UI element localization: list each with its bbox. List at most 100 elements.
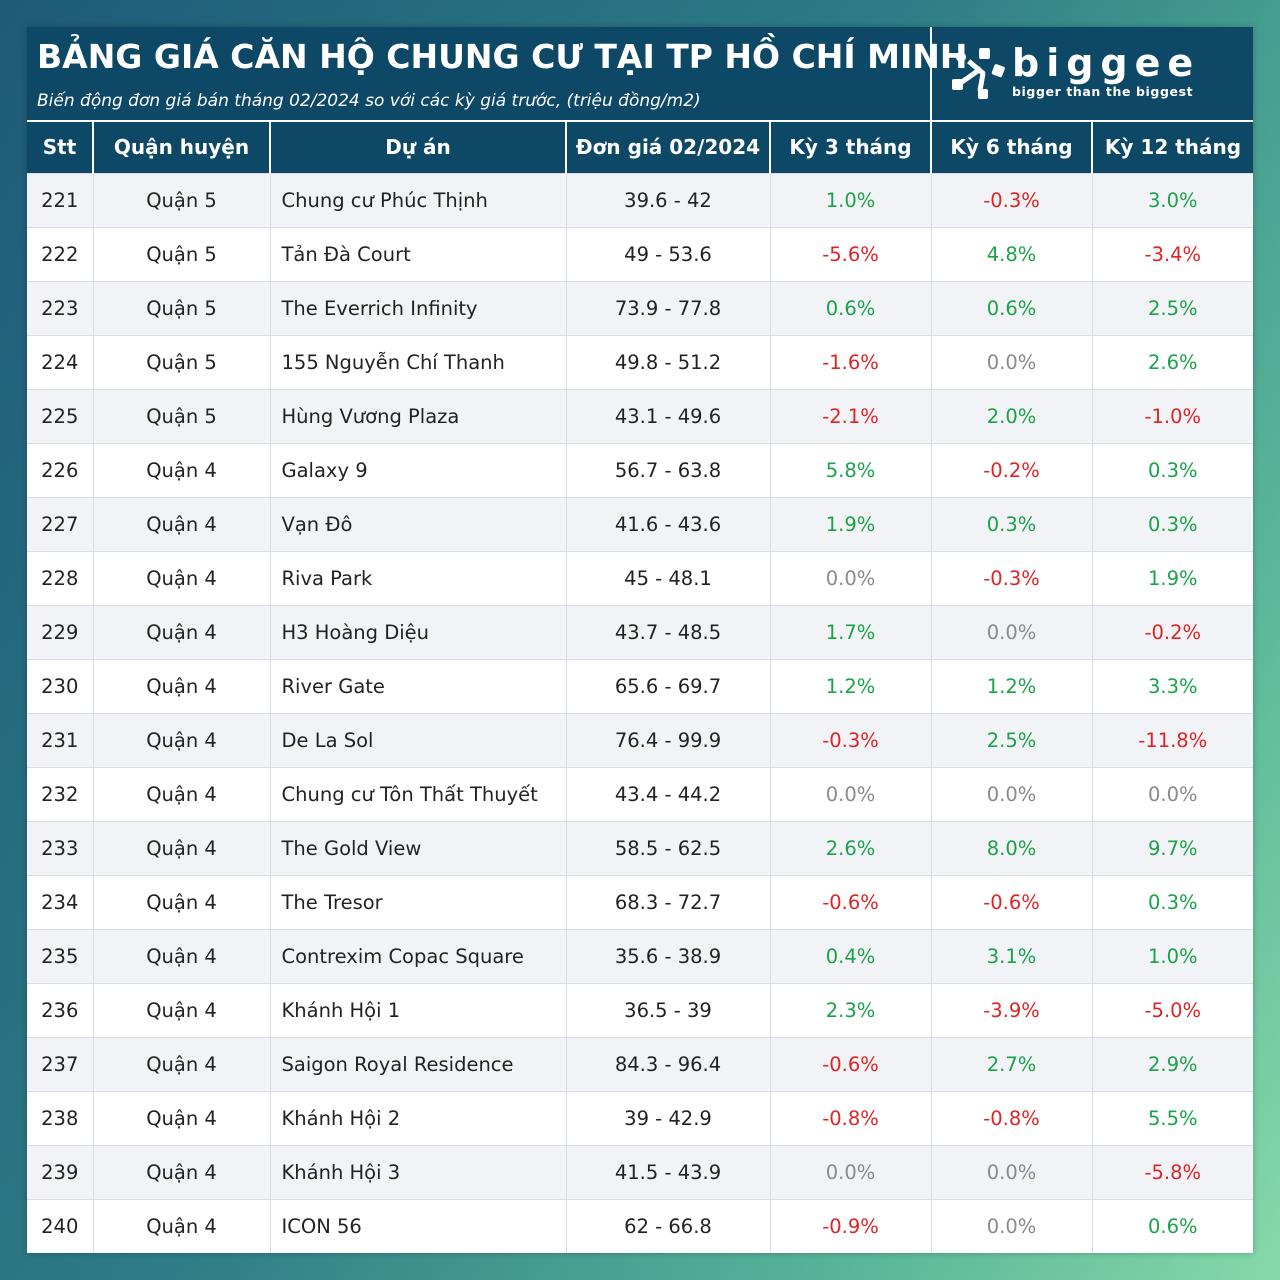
cell-change-12-month: 1.0% — [1091, 928, 1253, 983]
cell-change-12-month: 2.9% — [1091, 1036, 1253, 1091]
cell-stt: 223 — [27, 280, 93, 335]
cell-change-3-month: -0.9% — [769, 1198, 931, 1253]
cell-stt: 237 — [27, 1036, 93, 1091]
cell-district: Quận 4 — [92, 550, 270, 605]
cell-change-3-month: -0.6% — [769, 874, 931, 929]
brand-logo: biggee bigger than the biggest — [930, 27, 1253, 120]
cell-price: 49 - 53.6 — [565, 226, 770, 281]
cell-project: H3 Hoàng Diệu — [269, 604, 566, 659]
cell-change-3-month: 5.8% — [769, 442, 931, 497]
table-row: 238 Quận 4 Khánh Hội 2 39 - 42.9 -0.8% -0.8% 5… — [27, 1090, 1253, 1145]
column-header-6-month: Kỳ 6 tháng — [930, 120, 1092, 173]
cell-project: Galaxy 9 — [269, 442, 566, 497]
cell-project: The Everrich Infinity — [269, 280, 566, 335]
table-row: 228 Quận 4 Riva Park 45 - 48.1 0.0% -0.3% 1.9% — [27, 550, 1253, 605]
table-row: 232 Quận 4 Chung cư Tôn Thất Thuyết 43.4 - … — [27, 766, 1253, 821]
cell-change-6-month: 8.0% — [930, 820, 1092, 875]
column-header-12-month: Kỳ 12 tháng — [1091, 120, 1253, 173]
cell-stt: 222 — [27, 226, 93, 281]
table-row: 224 Quận 5 155 Nguyễn Chí Thanh 49.8 - 51.2… — [27, 334, 1253, 389]
cell-district: Quận 5 — [92, 280, 270, 335]
cell-change-12-month: 3.0% — [1091, 172, 1253, 227]
cell-project: Khánh Hội 2 — [269, 1090, 566, 1145]
cell-change-12-month: -5.0% — [1091, 982, 1253, 1037]
cell-change-3-month: 1.9% — [769, 496, 931, 551]
cell-district: Quận 4 — [92, 1036, 270, 1091]
cell-price: 35.6 - 38.9 — [565, 928, 770, 983]
cell-stt: 225 — [27, 388, 93, 443]
cell-price: 43.1 - 49.6 — [565, 388, 770, 443]
cell-project: The Tresor — [269, 874, 566, 929]
cell-project: Khánh Hội 3 — [269, 1144, 566, 1199]
cell-price: 62 - 66.8 — [565, 1198, 770, 1253]
cell-project: Chung cư Phúc Thịnh — [269, 172, 566, 227]
cell-price: 65.6 - 69.7 — [565, 658, 770, 713]
cell-project: Khánh Hội 1 — [269, 982, 566, 1037]
cell-price: 73.9 - 77.8 — [565, 280, 770, 335]
table-row: 235 Quận 4 Contrexim Copac Square 35.6 - 38… — [27, 928, 1253, 983]
table-row: 222 Quận 5 Tản Đà Court 49 - 53.6 -5.6% 4.8% -… — [27, 226, 1253, 281]
cell-district: Quận 5 — [92, 334, 270, 389]
cell-stt: 235 — [27, 928, 93, 983]
cell-change-6-month: -0.2% — [930, 442, 1092, 497]
cell-change-12-month: 0.3% — [1091, 874, 1253, 929]
cell-change-3-month: 0.0% — [769, 766, 931, 821]
cell-district: Quận 4 — [92, 604, 270, 659]
cell-stt: 233 — [27, 820, 93, 875]
cell-price: 39 - 42.9 — [565, 1090, 770, 1145]
cell-project: Tản Đà Court — [269, 226, 566, 281]
cell-change-6-month: 3.1% — [930, 928, 1092, 983]
table-row: 240 Quận 4 ICON 56 62 - 66.8 -0.9% 0.0% 0.6% — [27, 1198, 1253, 1253]
table-header-row: Stt Quận huyện Dự án Đơn giá 02/2024 Kỳ … — [27, 120, 1253, 173]
cell-project: Riva Park — [269, 550, 566, 605]
cell-change-3-month: -0.8% — [769, 1090, 931, 1145]
table-row: 234 Quận 4 The Tresor 68.3 - 72.7 -0.6% -0.6%… — [27, 874, 1253, 929]
cell-district: Quận 4 — [92, 928, 270, 983]
cell-change-6-month: -0.3% — [930, 172, 1092, 227]
cell-change-3-month: 2.6% — [769, 820, 931, 875]
cell-change-6-month: 2.7% — [930, 1036, 1092, 1091]
cell-district: Quận 5 — [92, 226, 270, 281]
cell-change-3-month: 0.6% — [769, 280, 931, 335]
cell-district: Quận 5 — [92, 172, 270, 227]
cell-price: 58.5 - 62.5 — [565, 820, 770, 875]
column-header-project: Dự án — [269, 120, 566, 173]
column-header-stt: Stt — [27, 120, 93, 173]
cell-price: 84.3 - 96.4 — [565, 1036, 770, 1091]
cell-district: Quận 4 — [92, 442, 270, 497]
cell-project: De La Sol — [269, 712, 566, 767]
cell-change-12-month: 0.3% — [1091, 496, 1253, 551]
logo-tagline: bigger than the biggest — [1012, 84, 1194, 99]
cell-change-6-month: 0.0% — [930, 1144, 1092, 1199]
cell-stt: 234 — [27, 874, 93, 929]
cell-change-6-month: -3.9% — [930, 982, 1092, 1037]
cell-change-12-month: 2.6% — [1091, 334, 1253, 389]
column-header-price: Đơn giá 02/2024 — [565, 120, 770, 173]
cell-change-3-month: -0.6% — [769, 1036, 931, 1091]
cell-project: Vạn Đô — [269, 496, 566, 551]
cell-change-12-month: 0.3% — [1091, 442, 1253, 497]
cell-change-3-month: 1.7% — [769, 604, 931, 659]
cell-stt: 224 — [27, 334, 93, 389]
cell-change-3-month: 0.4% — [769, 928, 931, 983]
cell-price: 39.6 - 42 — [565, 172, 770, 227]
table-body: 221 Quận 5 Chung cư Phúc Thịnh 39.6 - 42 1.0… — [27, 172, 1253, 1253]
cell-project: Chung cư Tôn Thất Thuyết — [269, 766, 566, 821]
header-banner: BẢNG GIÁ CĂN HỘ CHUNG CƯ TẠI TP HỒ CHÍ M… — [27, 27, 1253, 120]
price-table: Stt Quận huyện Dự án Đơn giá 02/2024 Kỳ … — [27, 120, 1253, 1253]
column-header-district: Quận huyện — [92, 120, 270, 173]
cell-price: 76.4 - 99.9 — [565, 712, 770, 767]
cell-stt: 240 — [27, 1198, 93, 1253]
cell-district: Quận 4 — [92, 1198, 270, 1253]
cell-stt: 238 — [27, 1090, 93, 1145]
cell-district: Quận 4 — [92, 496, 270, 551]
cell-price: 56.7 - 63.8 — [565, 442, 770, 497]
cell-stt: 229 — [27, 604, 93, 659]
cell-stt: 239 — [27, 1144, 93, 1199]
cell-stt: 236 — [27, 982, 93, 1037]
cell-change-3-month: -0.3% — [769, 712, 931, 767]
cell-stt: 228 — [27, 550, 93, 605]
page-subtitle: Biến động đơn giá bán tháng 02/2024 so v… — [37, 91, 701, 111]
table-row: 223 Quận 5 The Everrich Infinity 73.9 - 77.… — [27, 280, 1253, 335]
cell-price: 43.7 - 48.5 — [565, 604, 770, 659]
